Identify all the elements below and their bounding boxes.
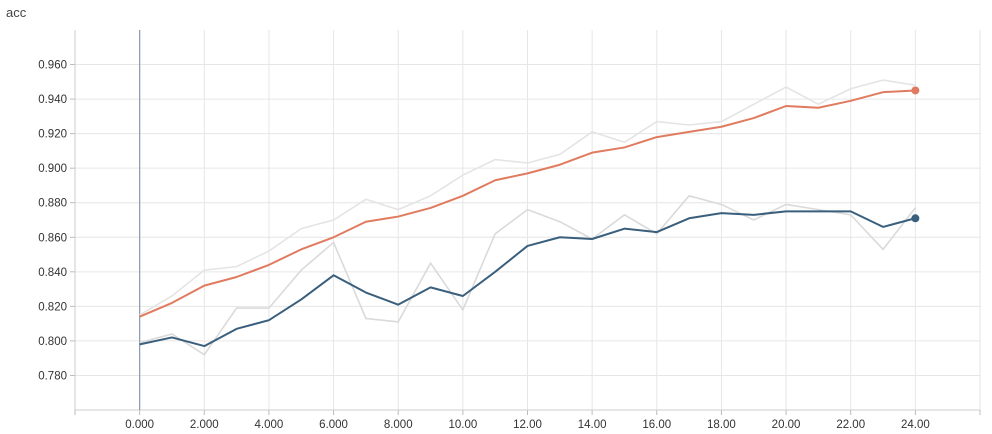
tick-labels: 0.780 0.800 0.820 0.840 0.860 0.880 0.900 0.920… (38, 60, 930, 431)
x-tick-label: 22.00 (836, 419, 865, 431)
raw-series-line-1 (139, 194, 916, 356)
raw-series-layer (139, 79, 916, 356)
x-tick-label: 14.00 (578, 419, 607, 431)
series-line-1 (139, 210, 916, 348)
grid (74, 30, 981, 410)
x-tick-label: 20.00 (772, 419, 801, 431)
x-tick-label: 16.00 (642, 419, 671, 431)
y-tick-label: 0.860 (38, 232, 67, 244)
series-end-point-0[interactable] (911, 86, 920, 95)
x-tick-label: 0.000 (125, 419, 154, 431)
x-tick-label: 4.000 (255, 419, 284, 431)
y-tick-label: 0.800 (38, 336, 67, 348)
series-end-point-1[interactable] (911, 214, 920, 223)
y-tick-label: 0.880 (38, 198, 67, 210)
y-tick-label: 0.780 (38, 370, 67, 382)
x-tick-label: 10.00 (448, 419, 477, 431)
raw-series-line-0 (139, 79, 916, 316)
x-tick-label: 24.00 (901, 419, 930, 431)
x-tick-label: 8.000 (384, 419, 413, 431)
x-tick-label: 12.00 (513, 419, 542, 431)
x-tick-label: 18.00 (707, 419, 736, 431)
y-tick-label: 0.840 (38, 267, 67, 279)
x-tick-label: 2.000 (190, 419, 219, 431)
y-tick-label: 0.940 (38, 94, 67, 106)
y-tick-label: 0.900 (38, 163, 67, 175)
smoothed-series-layer (139, 86, 920, 348)
chart-title: acc (6, 5, 27, 20)
y-tick-label: 0.960 (38, 60, 67, 72)
series-line-0 (139, 89, 916, 318)
axes (70, 30, 981, 415)
y-tick-label: 0.920 (38, 129, 67, 141)
y-tick-label: 0.820 (38, 301, 67, 313)
x-tick-label: 6.000 (319, 419, 348, 431)
